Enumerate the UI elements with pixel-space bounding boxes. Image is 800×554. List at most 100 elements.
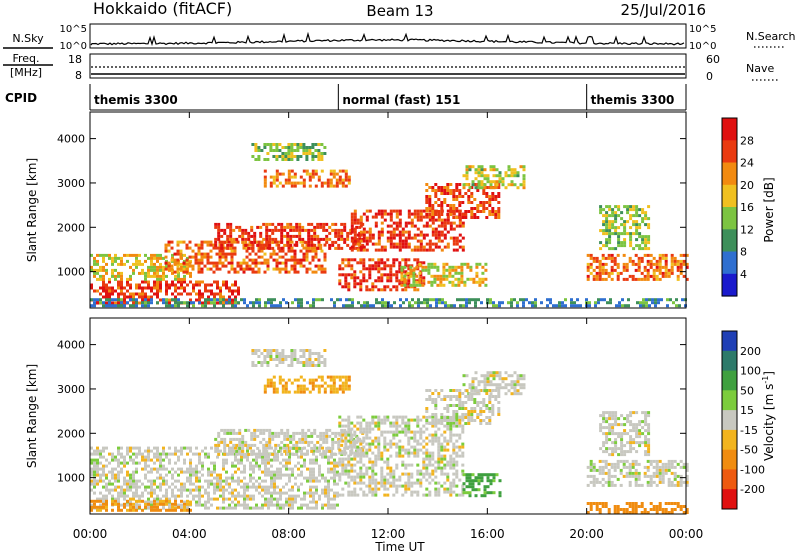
echo-cell — [229, 449, 233, 453]
echo-cell — [141, 304, 144, 308]
echo-cell — [234, 455, 237, 459]
echo-cell — [435, 304, 438, 308]
echo-cell — [171, 253, 174, 257]
echo-cell — [465, 374, 469, 378]
echo-cell — [431, 413, 435, 416]
echo-cell — [294, 464, 297, 468]
echo-cell — [99, 497, 102, 501]
echo-cell — [407, 221, 411, 225]
echo-cell — [254, 143, 258, 146]
echo-cell — [347, 415, 351, 419]
echo-cell — [313, 225, 317, 229]
echo-cell — [269, 175, 273, 179]
echo-cell — [281, 352, 285, 355]
echo-cell — [300, 298, 303, 302]
echo-cell — [269, 352, 273, 355]
echo-cell — [513, 174, 517, 178]
echo-cell — [434, 245, 438, 249]
echo-cell — [132, 298, 135, 302]
echo-cell — [384, 304, 387, 308]
echo-cell — [129, 500, 132, 504]
echo-cell — [488, 416, 492, 419]
echo-cell — [377, 264, 381, 268]
echo-cell — [350, 236, 354, 240]
echo-cell — [413, 454, 417, 458]
echo-cell — [452, 236, 456, 240]
echo-cell — [341, 390, 345, 394]
beam-title: Beam 13 — [366, 2, 433, 20]
echo-cell — [461, 407, 465, 410]
echo-cell — [302, 361, 306, 364]
echo-cell — [264, 479, 267, 483]
echo-cell — [452, 433, 456, 437]
echo-cell — [522, 180, 526, 184]
echo-cell — [640, 277, 644, 281]
echo-cell — [174, 461, 177, 465]
echo-cell — [135, 256, 138, 260]
echo-cell — [186, 446, 189, 450]
echo-cell — [138, 262, 141, 266]
echo-cell — [377, 288, 381, 292]
echo-cell — [356, 427, 360, 431]
echo-cell — [374, 248, 378, 252]
echo-cell — [492, 165, 496, 169]
echo-cell — [488, 401, 492, 404]
echo-cell — [319, 246, 323, 250]
echo-cell — [307, 237, 311, 241]
echo-cell — [468, 186, 472, 190]
echo-cell — [360, 304, 363, 308]
echo-cell — [407, 276, 411, 280]
echo-cell — [129, 295, 132, 299]
echo-cell — [380, 481, 384, 485]
echo-cell — [455, 195, 459, 198]
echo-cell — [431, 204, 435, 207]
echo-cell — [454, 277, 458, 281]
echo-cell — [303, 458, 306, 462]
echo-cell — [428, 239, 432, 243]
echo-cell — [280, 237, 284, 241]
echo-cell — [362, 273, 366, 277]
echo-cell — [171, 505, 174, 509]
echo-cell — [446, 404, 450, 407]
echo-cell — [257, 240, 261, 244]
echo-cell — [249, 446, 252, 450]
echo-cell — [614, 220, 618, 224]
echo-cell — [449, 221, 453, 225]
echo-cell — [380, 230, 384, 234]
echo-cell — [218, 246, 222, 250]
echo-cell — [350, 227, 354, 231]
echo-cell — [407, 264, 411, 268]
echo-cell — [368, 436, 372, 440]
echo-cell — [358, 225, 362, 229]
echo-cell — [135, 259, 138, 263]
echo-cell — [371, 442, 375, 446]
echo-cell — [120, 461, 123, 465]
echo-cell — [419, 239, 423, 243]
echo-cell — [204, 289, 207, 293]
echo-cell — [443, 407, 447, 410]
echo-cell — [299, 361, 303, 364]
echo-cell — [347, 418, 351, 422]
date-title: 25/Jul/2016 — [621, 1, 706, 19]
echo-cell — [608, 220, 612, 224]
echo-cell — [309, 506, 312, 510]
echo-cell — [425, 224, 429, 228]
echo-cell — [186, 506, 189, 510]
echo-cell — [350, 212, 354, 216]
echo-cell — [278, 375, 282, 379]
echo-cell — [312, 301, 315, 305]
echo-cell — [286, 231, 290, 235]
echo-cell — [667, 271, 671, 275]
echo-cell — [271, 246, 275, 250]
echo-cell — [341, 418, 345, 422]
echo-cell — [263, 355, 267, 358]
echo-cell — [377, 233, 381, 237]
echo-cell — [522, 168, 526, 172]
echo-cell — [302, 240, 306, 244]
echo-cell — [368, 442, 372, 446]
echo-cell — [430, 265, 434, 269]
echo-cell — [395, 454, 399, 458]
echo-cell — [670, 262, 674, 266]
echo-cell — [632, 205, 636, 209]
echo-cell — [644, 223, 648, 227]
